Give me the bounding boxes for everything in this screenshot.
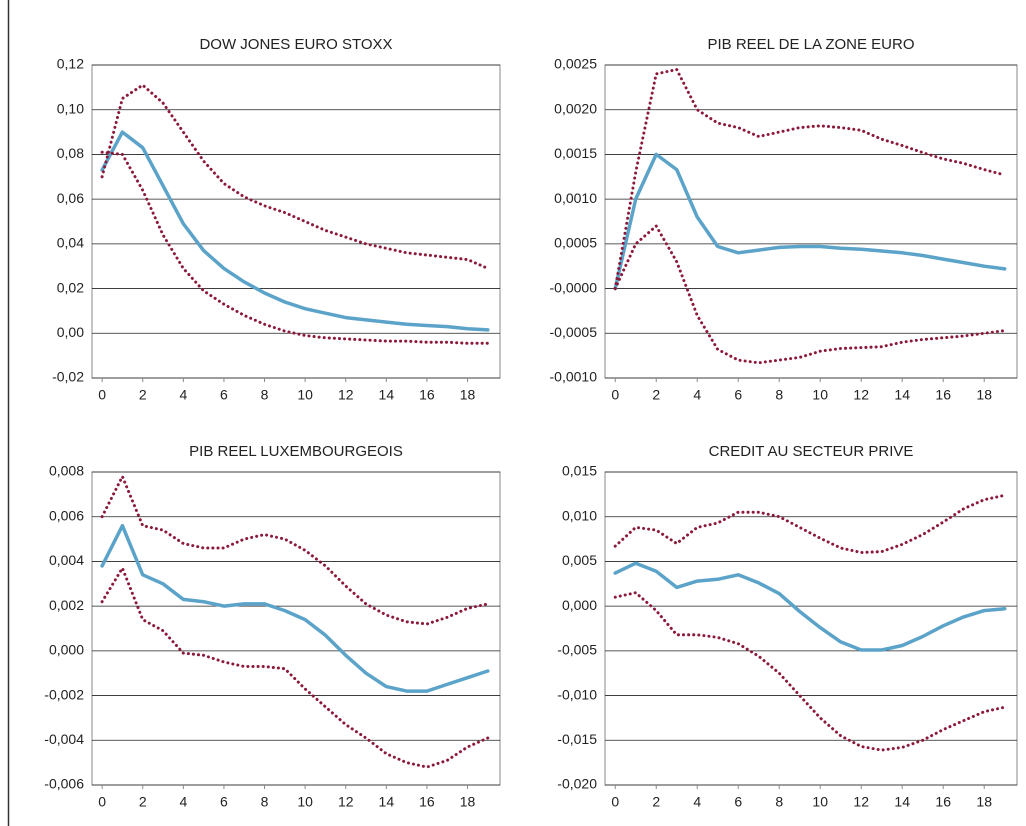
y-tick-label: 0,0005 <box>554 235 597 251</box>
chart-title: PIB REEL LUXEMBOURGEOIS <box>189 443 403 460</box>
x-tick-label: 0 <box>611 387 619 403</box>
y-tick-label: -0,010 <box>557 686 597 702</box>
confidence-band-line <box>100 566 490 769</box>
chart-title: PIB REEL DE LA ZONE EURO <box>707 36 914 53</box>
x-tick-label: 2 <box>652 387 660 403</box>
chart-panel: CREDIT AU SECTEUR PRIVE -0,020 -0,015 -0,01… <box>557 443 1018 810</box>
x-tick-label: 18 <box>976 794 992 810</box>
y-tick-label: 0,0025 <box>554 56 597 72</box>
x-tick-label: 12 <box>853 794 869 810</box>
y-tick-label: 0,000 <box>562 597 597 613</box>
x-tick-label: 10 <box>812 387 828 403</box>
response-line <box>613 561 1007 652</box>
x-tick-label: 8 <box>775 794 783 810</box>
response-line <box>100 523 490 693</box>
y-tick-label: 0,008 <box>49 463 84 479</box>
x-tick-label: 8 <box>775 387 783 403</box>
x-tick-label: 8 <box>261 387 269 403</box>
response-line <box>613 152 1007 291</box>
x-tick-label: 18 <box>460 794 476 810</box>
y-tick-label: -0,020 <box>557 776 597 792</box>
y-tick-label: -0,002 <box>44 686 84 702</box>
chart-panel: DOW JONES EURO STOXX -0,02 0,00 0,02 0,04 0,0… <box>52 36 501 403</box>
y-tick-label: 0,00 <box>57 324 84 340</box>
x-tick-label: 16 <box>935 387 951 403</box>
x-tick-label: 6 <box>734 387 742 403</box>
plot-area <box>91 471 501 786</box>
plot-area <box>604 471 1018 786</box>
y-tick-label: 0,04 <box>57 235 84 251</box>
y-tick-label: 0,06 <box>57 190 84 206</box>
x-tick-label: 16 <box>935 794 951 810</box>
y-tick-label: 0,006 <box>49 507 84 523</box>
plot-area <box>604 64 1018 379</box>
x-tick-label: 10 <box>812 794 828 810</box>
x-tick-label: 14 <box>379 387 395 403</box>
y-tick-label: 0,08 <box>57 145 84 161</box>
y-tick-label: 0,12 <box>57 56 84 72</box>
y-tick-label: 0,005 <box>562 552 597 568</box>
x-tick-label: 14 <box>379 794 395 810</box>
y-tick-label: -0,0005 <box>550 324 598 340</box>
x-tick-label: 14 <box>894 794 910 810</box>
x-tick-label: 6 <box>220 387 228 403</box>
y-tick-label: -0,004 <box>44 731 84 747</box>
x-tick-label: 6 <box>220 794 228 810</box>
x-tick-label: 8 <box>261 794 269 810</box>
x-tick-label: 4 <box>179 794 187 810</box>
y-tick-label: -0,02 <box>52 369 84 385</box>
chart-title: DOW JONES EURO STOXX <box>199 36 392 53</box>
x-tick-label: 10 <box>297 794 313 810</box>
y-tick-label: 0,000 <box>49 642 84 658</box>
x-tick-label: 12 <box>853 387 869 403</box>
x-tick-label: 0 <box>98 794 106 810</box>
y-tick-label: 0,0015 <box>554 145 597 161</box>
x-tick-label: 2 <box>652 794 660 810</box>
confidence-band-line <box>613 591 1007 752</box>
chart-title: CREDIT AU SECTEUR PRIVE <box>709 443 914 460</box>
x-tick-label: 0 <box>98 387 106 403</box>
x-tick-label: 10 <box>297 387 313 403</box>
x-tick-label: 18 <box>976 387 992 403</box>
x-tick-label: 12 <box>338 387 354 403</box>
plot-area <box>91 64 501 379</box>
y-tick-label: 0,0020 <box>554 100 597 116</box>
y-tick-label: 0,10 <box>57 100 84 116</box>
x-tick-label: 18 <box>460 387 476 403</box>
y-tick-label: -0,0000 <box>550 279 598 295</box>
x-tick-label: 4 <box>693 794 701 810</box>
confidence-band-line <box>613 68 1007 291</box>
y-tick-label: 0,02 <box>57 279 84 295</box>
chart-panel: PIB REEL LUXEMBOURGEOIS -0,006 -0,004 -0,00… <box>44 443 501 810</box>
y-tick-label: -0,0010 <box>550 369 598 385</box>
x-tick-label: 4 <box>179 387 187 403</box>
x-tick-label: 0 <box>611 794 619 810</box>
confidence-band-line <box>613 493 1007 554</box>
x-tick-label: 4 <box>693 387 701 403</box>
x-tick-label: 12 <box>338 794 354 810</box>
y-tick-label: 0,002 <box>49 597 84 613</box>
y-tick-label: -0,015 <box>557 731 597 747</box>
y-tick-label: 0,015 <box>562 463 597 479</box>
confidence-band-line <box>100 83 490 270</box>
x-tick-label: 16 <box>419 794 435 810</box>
y-tick-label: -0,006 <box>44 776 84 792</box>
x-tick-label: 2 <box>139 387 147 403</box>
y-tick-label: 0,0010 <box>554 190 597 206</box>
chart-panel: PIB REEL DE LA ZONE EURO -0,0010 -0,0005 -0… <box>550 36 1018 403</box>
confidence-band-line <box>100 475 490 626</box>
response-line <box>100 130 490 332</box>
y-tick-label: -0,005 <box>557 642 597 658</box>
x-tick-label: 2 <box>139 794 147 810</box>
x-tick-label: 16 <box>419 387 435 403</box>
confidence-band-line <box>613 224 1007 365</box>
y-tick-label: 0,010 <box>562 507 597 523</box>
confidence-band-line <box>100 150 490 345</box>
x-tick-label: 6 <box>734 794 742 810</box>
x-tick-label: 14 <box>894 387 910 403</box>
y-tick-label: 0,004 <box>49 552 84 568</box>
